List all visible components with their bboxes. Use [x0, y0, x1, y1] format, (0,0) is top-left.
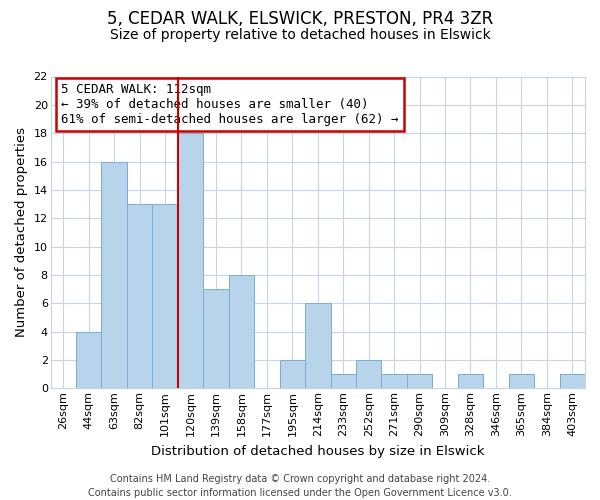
- Text: Size of property relative to detached houses in Elswick: Size of property relative to detached ho…: [110, 28, 490, 42]
- Bar: [203, 289, 229, 388]
- Bar: [458, 374, 483, 388]
- Text: 5 CEDAR WALK: 112sqm
← 39% of detached houses are smaller (40)
61% of semi-detac: 5 CEDAR WALK: 112sqm ← 39% of detached h…: [61, 82, 399, 126]
- Bar: [127, 204, 152, 388]
- Y-axis label: Number of detached properties: Number of detached properties: [15, 128, 28, 338]
- Text: 5, CEDAR WALK, ELSWICK, PRESTON, PR4 3ZR: 5, CEDAR WALK, ELSWICK, PRESTON, PR4 3ZR: [107, 10, 493, 28]
- Bar: [382, 374, 407, 388]
- Bar: [229, 275, 254, 388]
- Bar: [407, 374, 433, 388]
- Bar: [152, 204, 178, 388]
- Bar: [305, 304, 331, 388]
- Bar: [76, 332, 101, 388]
- Bar: [356, 360, 382, 388]
- Bar: [178, 133, 203, 388]
- Bar: [509, 374, 534, 388]
- Bar: [101, 162, 127, 388]
- Bar: [560, 374, 585, 388]
- Bar: [331, 374, 356, 388]
- Text: Contains HM Land Registry data © Crown copyright and database right 2024.
Contai: Contains HM Land Registry data © Crown c…: [88, 474, 512, 498]
- Bar: [280, 360, 305, 388]
- X-axis label: Distribution of detached houses by size in Elswick: Distribution of detached houses by size …: [151, 444, 485, 458]
